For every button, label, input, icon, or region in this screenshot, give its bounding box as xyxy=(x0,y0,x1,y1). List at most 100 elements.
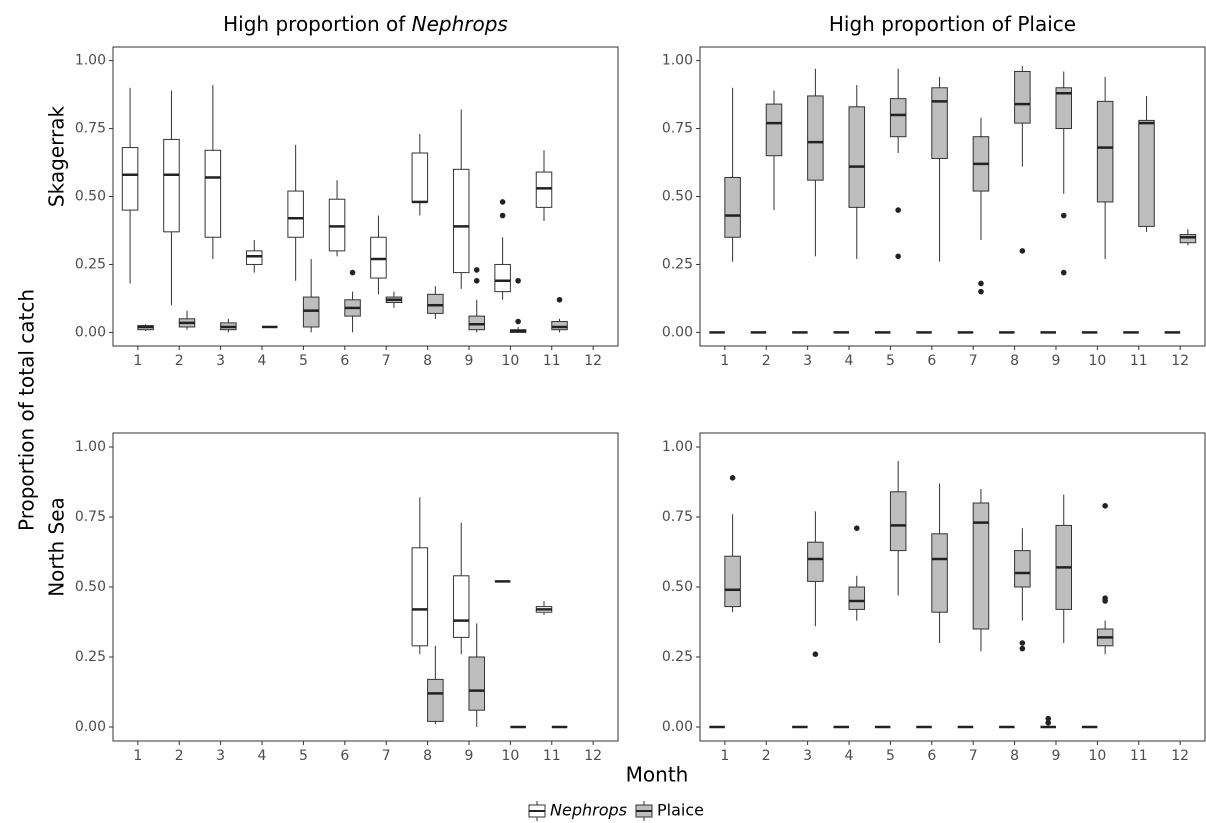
box xyxy=(411,547,429,647)
x-tick-label: 7 xyxy=(382,353,391,369)
box xyxy=(889,98,907,138)
x-tick-label: 5 xyxy=(299,353,308,369)
x-tick-label: 1 xyxy=(133,353,142,369)
y-tick-label: 0.25 xyxy=(75,649,106,665)
box xyxy=(972,502,990,630)
box xyxy=(889,491,907,552)
outlier xyxy=(1102,503,1108,509)
outlier xyxy=(473,277,480,284)
outlier xyxy=(556,296,563,303)
box xyxy=(807,95,824,181)
x-tick-label: 10 xyxy=(501,353,519,369)
x-tick-label: 2 xyxy=(175,353,184,369)
outlier xyxy=(1019,248,1026,254)
y-tick-label: 0.00 xyxy=(662,719,693,735)
box xyxy=(765,103,783,157)
y-tick-label: 0.00 xyxy=(662,324,693,340)
x-tick-label: 9 xyxy=(465,748,474,764)
x-tick-label: 8 xyxy=(423,353,432,369)
x-tick-label: 11 xyxy=(1130,353,1148,369)
x-tick-label: 3 xyxy=(216,353,225,369)
outlier xyxy=(729,475,736,481)
panel-title: High proportion of Plaice xyxy=(829,12,1076,36)
box xyxy=(370,236,387,279)
x-tick-label: 5 xyxy=(886,748,895,764)
x-tick-label: 7 xyxy=(382,748,391,764)
legend-label: Plaice xyxy=(657,801,704,820)
outlier xyxy=(515,277,521,284)
x-tick-label: 7 xyxy=(969,353,978,369)
outlier xyxy=(978,280,984,287)
legend-item: Nephrops xyxy=(528,801,627,821)
box xyxy=(452,168,470,274)
y-tick-label: 0.75 xyxy=(75,509,106,525)
box xyxy=(724,176,741,238)
panel-border xyxy=(699,432,1206,742)
x-tick-label: 1 xyxy=(133,748,142,764)
x-tick-label: 6 xyxy=(927,353,936,369)
y-tick-label: 0.25 xyxy=(75,256,106,272)
box xyxy=(535,171,553,208)
row-label: Skagerrak xyxy=(45,106,69,208)
y-tick-label: 0.50 xyxy=(75,579,106,595)
y-tick-label: 0.50 xyxy=(75,189,106,205)
outlier xyxy=(473,267,480,273)
box xyxy=(452,575,470,638)
box xyxy=(468,315,486,331)
x-tick-label: 5 xyxy=(886,353,895,369)
legend-item: Plaice xyxy=(635,801,704,821)
y-tick-label: 0.25 xyxy=(662,649,693,665)
box xyxy=(494,263,511,293)
x-tick-label: 7 xyxy=(969,748,978,764)
y-tick-label: 1.00 xyxy=(75,439,106,455)
x-tick-label: 5 xyxy=(299,748,308,764)
x-tick-label: 11 xyxy=(543,353,561,369)
box xyxy=(1055,87,1073,130)
y-tick-label: 0.50 xyxy=(662,579,693,595)
x-tick-label: 6 xyxy=(340,353,349,369)
x-tick-label: 10 xyxy=(501,748,519,764)
y-tick-label: 0.75 xyxy=(662,121,693,137)
x-tick-label: 2 xyxy=(762,748,771,764)
panel-border xyxy=(112,432,619,742)
x-tick-label: 4 xyxy=(845,748,854,764)
x-tick-label: 12 xyxy=(584,748,602,764)
title-italic: Nephrops xyxy=(412,12,508,36)
box xyxy=(302,296,320,328)
box xyxy=(931,87,948,159)
panel-border xyxy=(112,46,619,347)
x-tick-label: 11 xyxy=(543,748,561,764)
outlier xyxy=(515,318,521,325)
x-tick-label: 10 xyxy=(1088,353,1106,369)
outlier xyxy=(1045,715,1052,722)
outlier xyxy=(349,269,356,276)
box xyxy=(328,198,346,252)
outlier xyxy=(1019,645,1026,652)
box xyxy=(411,152,429,203)
x-tick-label: 1 xyxy=(720,353,729,369)
y-tick-label: 0.50 xyxy=(662,189,693,205)
x-tick-label: 10 xyxy=(1088,748,1106,764)
outlier xyxy=(895,253,901,260)
y-axis-label: Proportion of total catch xyxy=(15,289,39,531)
box xyxy=(163,138,180,233)
outlier xyxy=(895,207,901,213)
x-tick-label: 2 xyxy=(762,353,771,369)
x-tick-label: 6 xyxy=(927,748,936,764)
x-tick-label: 6 xyxy=(340,748,349,764)
box xyxy=(724,555,741,608)
x-tick-label: 11 xyxy=(1130,748,1148,764)
y-tick-label: 1.00 xyxy=(75,53,106,69)
y-tick-label: 0.00 xyxy=(75,324,106,340)
panel-title: High proportion of Nephrops xyxy=(223,12,508,36)
outlier xyxy=(1045,720,1052,726)
row-label: North Sea xyxy=(45,497,69,597)
outlier xyxy=(499,212,506,219)
box xyxy=(121,147,139,211)
box xyxy=(807,541,824,582)
box xyxy=(848,586,866,610)
panel-border xyxy=(699,46,1206,347)
box xyxy=(427,293,444,314)
outlier xyxy=(1019,640,1026,646)
